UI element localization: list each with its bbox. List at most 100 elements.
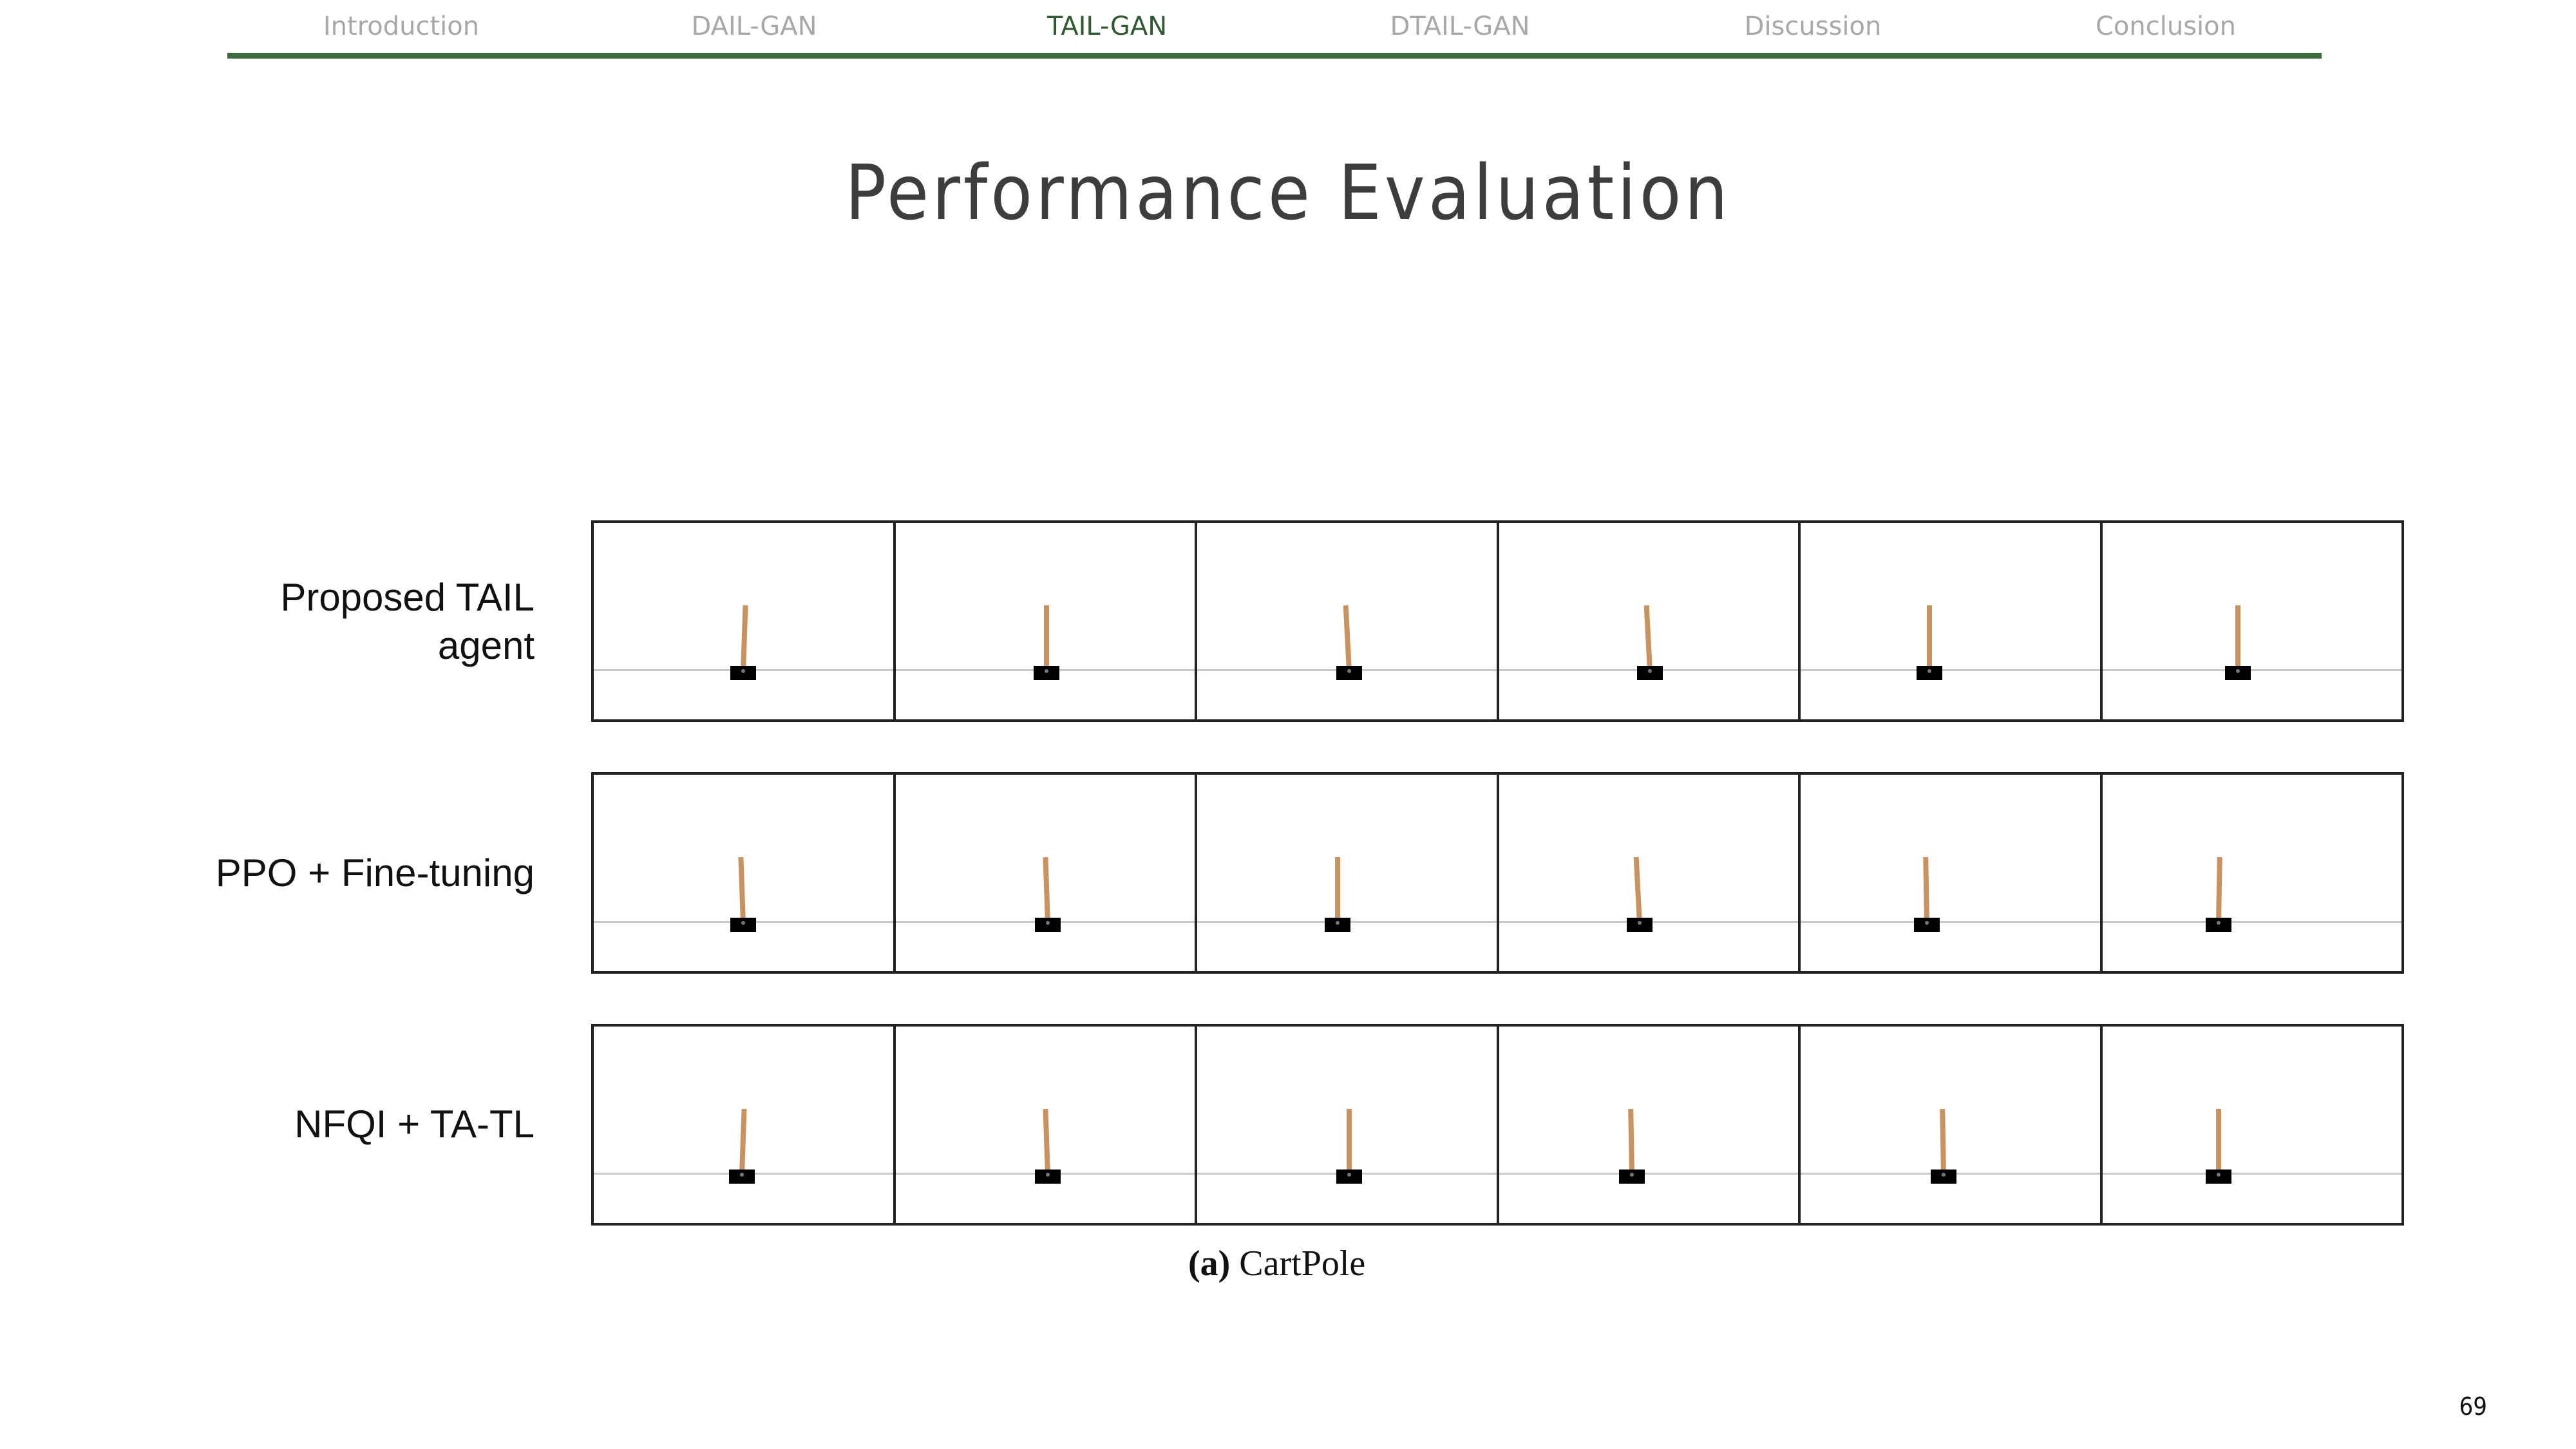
pole [1627, 1108, 1634, 1175]
cart [2224, 666, 2251, 680]
caption-tag: (a) [1188, 1244, 1231, 1283]
pole [1633, 857, 1642, 923]
axle [1647, 669, 1652, 673]
figure-caption: (a) CartPole [1188, 1243, 1365, 1284]
frame-strip-ppo-fine-tuning [591, 772, 2404, 974]
nav-item-dail-gan[interactable]: DAIL-GAN [691, 12, 817, 41]
nav-item-conclusion[interactable]: Conclusion [2096, 12, 2236, 41]
cart [1626, 918, 1653, 932]
row-label-line: agent [437, 624, 535, 667]
cartpole-frame [1801, 523, 2103, 719]
axle [1629, 1173, 1634, 1177]
axle [1044, 669, 1048, 673]
axle [1336, 921, 1340, 925]
cart [1325, 918, 1350, 932]
pole [1923, 857, 1929, 923]
slide-title: Performance Evaluation [845, 148, 1731, 237]
row-label-proposed-tail: Proposed TAIL agent [84, 573, 535, 670]
nav-item-discussion[interactable]: Discussion [1744, 12, 1882, 41]
row-label-ppo-fine-tuning: PPO + Fine-tuning [84, 849, 535, 897]
pole [1335, 857, 1340, 923]
cart [1336, 666, 1362, 680]
track-line [2102, 921, 2401, 923]
pole [2215, 1109, 2221, 1175]
pole [738, 857, 746, 923]
cartpole-frame [1499, 1027, 1801, 1223]
cart [1336, 1170, 1362, 1184]
pole [1042, 1108, 1050, 1175]
track-line [2102, 669, 2401, 671]
axle [740, 1173, 744, 1177]
cartpole-frame [2102, 523, 2401, 719]
cart [1034, 1170, 1061, 1184]
axle [2235, 669, 2240, 673]
cart [1636, 666, 1663, 680]
pole [741, 605, 748, 672]
pole [1043, 605, 1049, 671]
cartpole-frame [2102, 775, 2401, 971]
row-label-line: PPO + Fine-tuning [215, 851, 535, 895]
section-nav: Introduction DAIL-GAN TAIL-GAN DTAIL-GAN… [227, 0, 2322, 62]
cartpole-frame [2102, 1027, 2401, 1223]
axle [2216, 1173, 2221, 1177]
cart [1033, 666, 1059, 680]
track-line [2102, 1173, 2401, 1175]
frame-strip-nfqi-ta-tl [591, 1024, 2404, 1226]
cartpole-frame [895, 523, 1197, 719]
axle [1347, 669, 1351, 673]
caption-text: CartPole [1239, 1244, 1366, 1283]
axle [1347, 1173, 1351, 1177]
nav-item-dtail-gan[interactable]: DTAIL-GAN [1390, 12, 1530, 41]
cart [1917, 666, 1942, 680]
cartpole-frame [895, 775, 1197, 971]
pole [2235, 605, 2240, 671]
cart [730, 666, 756, 680]
cartpole-frame [1197, 523, 1499, 719]
cartpole-frame [594, 1027, 896, 1223]
cartpole-frame [594, 523, 896, 719]
pole [1343, 605, 1352, 672]
row-label-line: Proposed TAIL [280, 576, 535, 619]
row-label-line: NFQI + TA-TL [294, 1103, 535, 1146]
pole [1940, 1108, 1946, 1175]
axle [2216, 921, 2221, 925]
cartpole-frame [594, 775, 896, 971]
pole [1347, 1109, 1352, 1175]
nav-item-introduction[interactable]: Introduction [323, 12, 480, 41]
cart [2205, 1170, 2231, 1184]
cartpole-frame [1499, 523, 1801, 719]
axle [1637, 921, 1642, 925]
cartpole-frame [1197, 1027, 1499, 1223]
frame-strip-proposed-tail [591, 520, 2404, 722]
pole [1927, 605, 1932, 671]
cartpole-frame [1801, 775, 2103, 971]
pole [739, 1108, 747, 1175]
track-line [1801, 921, 2100, 923]
axle [1045, 1173, 1050, 1177]
cart [729, 1170, 755, 1184]
cart [1034, 918, 1061, 932]
axle [741, 921, 745, 925]
cart [1931, 1170, 1956, 1184]
axle [1045, 921, 1050, 925]
cart [730, 918, 756, 932]
cart [2205, 918, 2231, 932]
pole [1643, 605, 1653, 672]
cartpole-frame [1197, 775, 1499, 971]
nav-divider [227, 53, 2322, 59]
cartpole-frame [895, 1027, 1197, 1223]
nav-item-tail-gan[interactable]: TAIL-GAN [1046, 12, 1168, 41]
track-line [1499, 1173, 1798, 1175]
axle [1925, 921, 1929, 925]
axle [1942, 1173, 1946, 1177]
track-line [1801, 669, 2100, 671]
cartpole-frame [1801, 1027, 2103, 1223]
row-label-nfqi-ta-tl: NFQI + TA-TL [84, 1100, 535, 1148]
page-number: 69 [2459, 1392, 2488, 1421]
pole [2215, 857, 2222, 923]
pole [1042, 857, 1050, 923]
cart [1914, 918, 1940, 932]
cart [1618, 1170, 1645, 1184]
axle [1927, 669, 1931, 673]
axle [741, 669, 745, 673]
